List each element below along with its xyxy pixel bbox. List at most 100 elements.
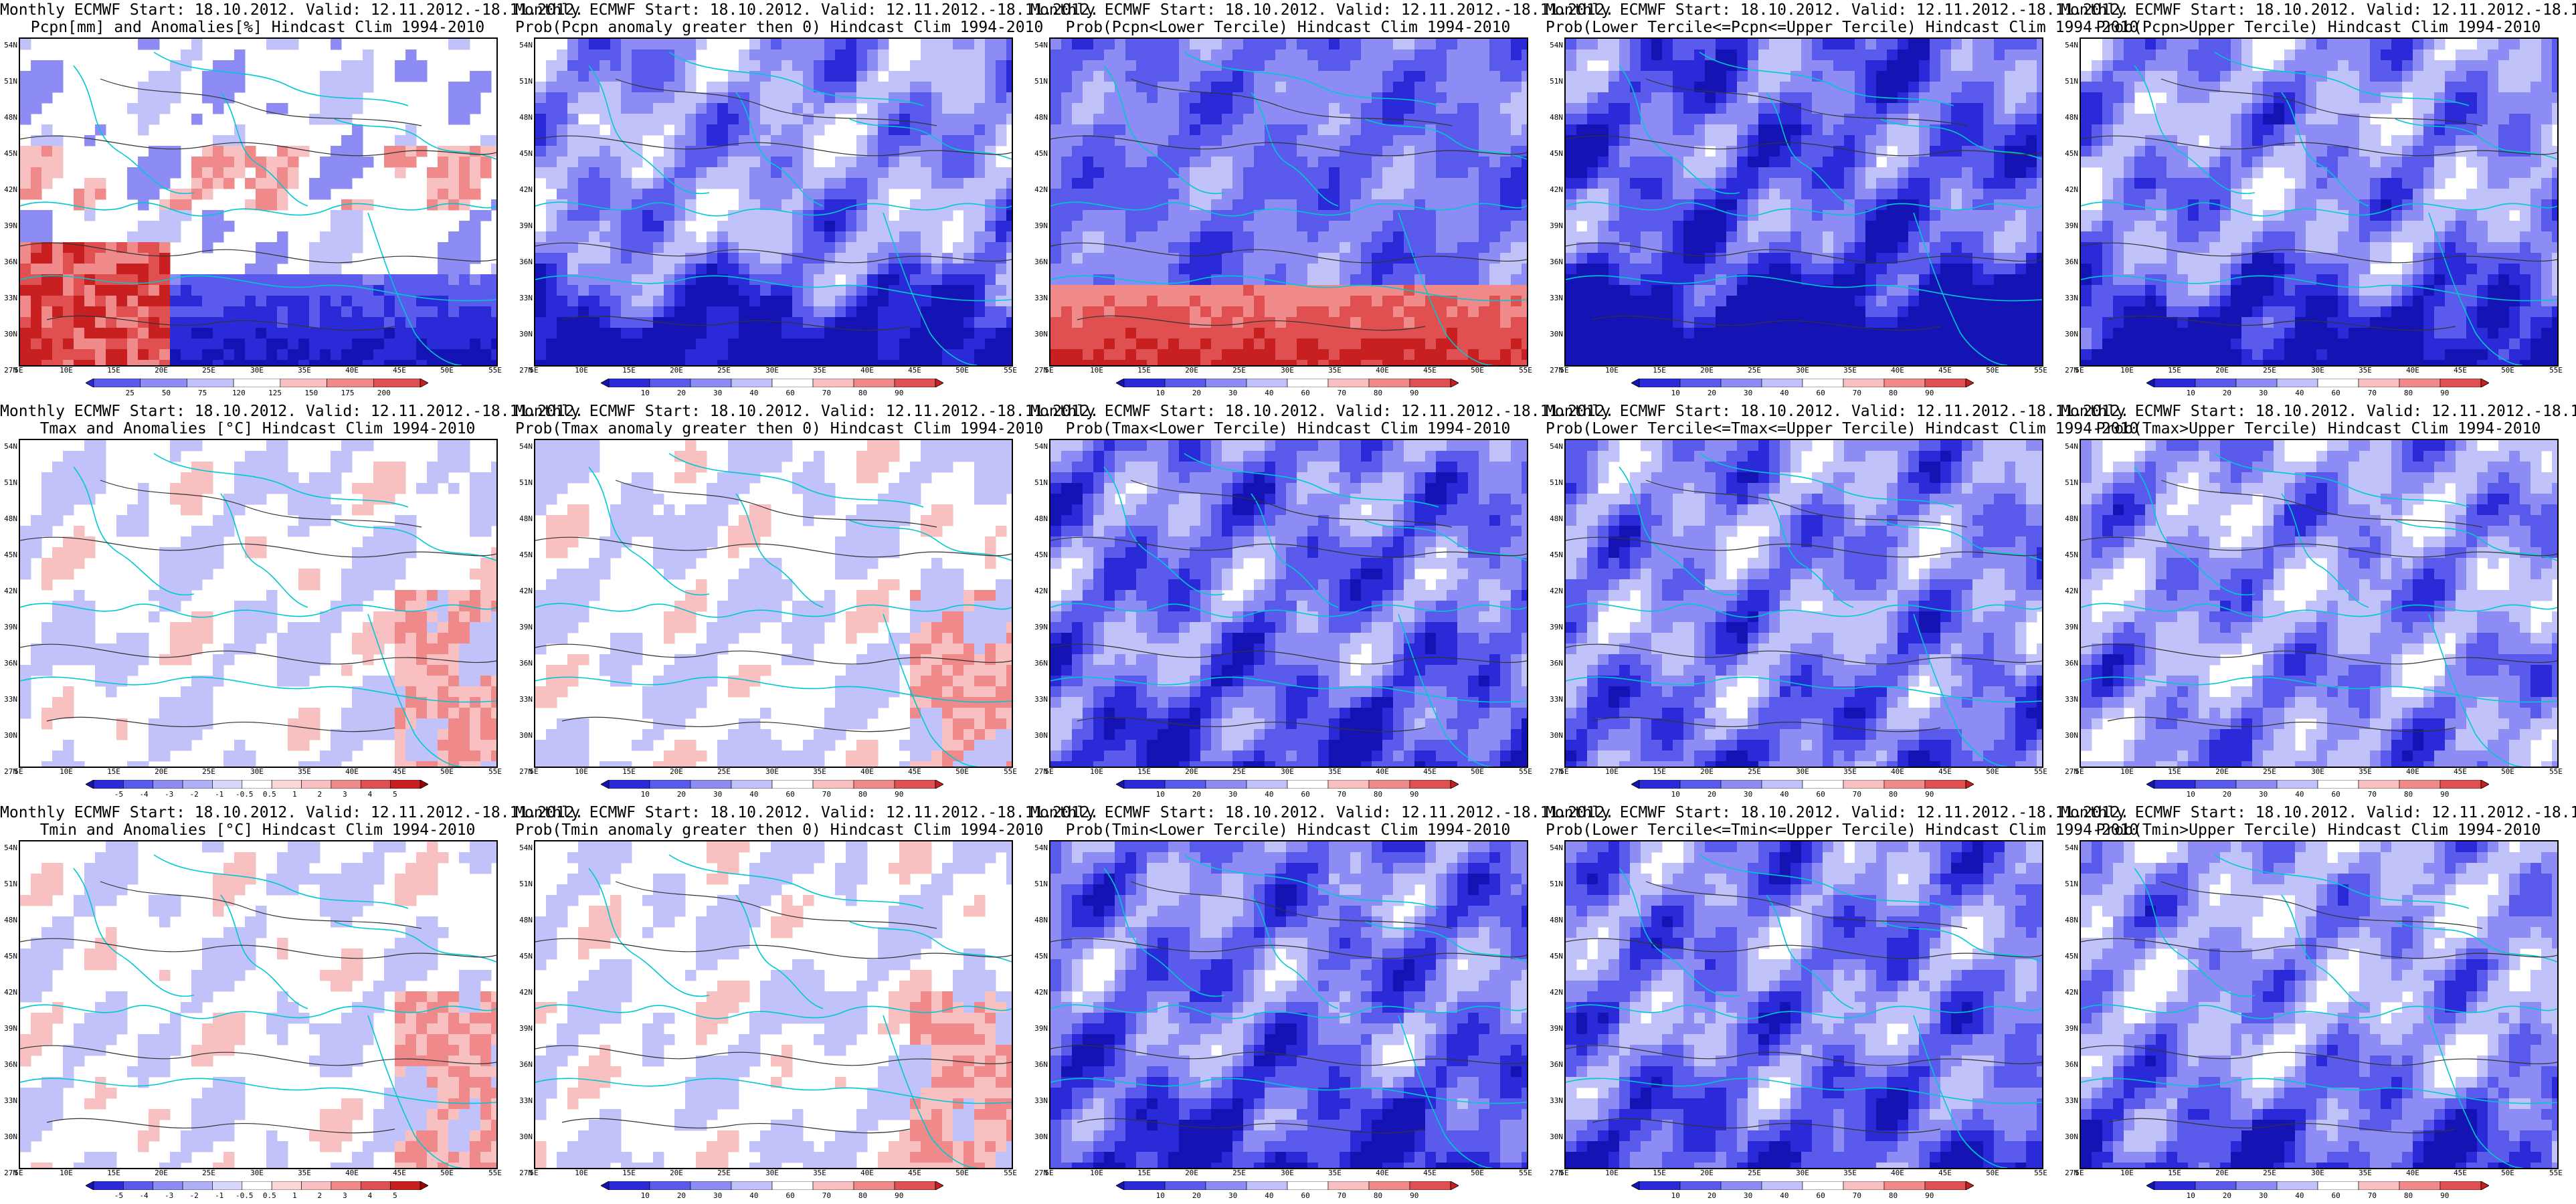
coastline-path (220, 493, 308, 608)
colorbar-tick-label: 2 (317, 790, 323, 799)
colorbar-tick-label: 60 (1301, 790, 1310, 799)
coastline-path (849, 921, 1012, 963)
map-canvas (535, 440, 1012, 767)
contour-line (2160, 78, 2483, 126)
lat-tick-label: 33N (2065, 1096, 2078, 1105)
map-field (535, 39, 1012, 365)
map-panel: Monthly ECMWF Start: 18.10.2012. Valid: … (1546, 0, 2138, 401)
contour-line (535, 536, 1012, 558)
coastline-path (1184, 854, 1439, 909)
colorbar-tick-label: 60 (2331, 1191, 2340, 1200)
lon-tick-label: 40E (1376, 767, 1389, 776)
lat-tick-label: 51N (519, 880, 533, 888)
lon-tick-label: 15E (622, 1169, 636, 1177)
colorbar-swatch (1720, 780, 1762, 789)
colorbar-swatch (1123, 780, 1166, 789)
colorbar-swatch (1843, 1181, 1885, 1190)
lat-tick-label: 54N (4, 843, 17, 852)
lon-tick-label: 35E (298, 1169, 311, 1177)
lon-tick-label: 45E (393, 1169, 406, 1177)
colorbar-low-arrow (1116, 379, 1125, 387)
coastline-path (73, 868, 195, 997)
lat-tick-label: 48N (1034, 916, 1048, 924)
contour-line (561, 1118, 911, 1134)
colorbar-high-arrow (2480, 379, 2489, 387)
colorbar-labels: 10 20 30 40 60 70 80 90 (1116, 791, 1459, 800)
panel-title-line2: Tmax and Anomalies [°C] Hindcast Clim 19… (39, 420, 476, 437)
colorbar-tick-label: 60 (2331, 389, 2340, 397)
colorbar-tick-label: 4 (367, 1191, 373, 1200)
lat-tick-label: 33N (519, 695, 533, 704)
map-field (1566, 440, 2042, 767)
lat-tick-label: 51N (2065, 478, 2078, 487)
colorbar-tick-label: 75 (198, 389, 207, 397)
lon-tick-label: 30E (1281, 767, 1294, 776)
colorbar-swatch (301, 780, 332, 789)
colorbar-tick-label: 70 (1852, 389, 1861, 397)
coastline-path (20, 1078, 496, 1104)
lat-tick-label: 39N (1034, 1024, 1048, 1033)
colorbar-swatches (86, 379, 428, 387)
lon-tick-label: 40E (345, 1169, 359, 1177)
panel-title-line1: Monthly ECMWF Start: 18.10.2012. Valid: … (0, 804, 584, 821)
colorbar-swatch (1883, 780, 1926, 789)
coastline-path (1566, 1004, 2042, 1019)
contours (535, 480, 1012, 732)
colorbar-tick-label: 10 (640, 790, 650, 799)
colorbar-tick-label: 90 (1410, 790, 1419, 799)
colorbar-swatch (327, 379, 374, 387)
colorbar-high-arrow (1965, 379, 1974, 387)
coastline-path (735, 92, 824, 207)
colorbar-tick-label: 20 (1707, 790, 1717, 799)
lat-tick-label: 36N (4, 258, 17, 266)
colorbar-tick-label: 10 (1671, 790, 1680, 799)
map-panel: Monthly ECMWF Start: 18.10.2012. Valid: … (1030, 0, 1615, 401)
map-panel: Monthly ECMWF Start: 18.10.2012. Valid: … (0, 803, 584, 1204)
panel-title-line1: Monthly ECMWF Start: 18.10.2012. Valid: … (1030, 1, 1615, 19)
colorbar-swatch (690, 1181, 732, 1190)
colorbar-labels: 10 20 30 40 60 70 80 90 (601, 791, 943, 800)
contours (2081, 78, 2557, 331)
colorbar-tick-label: 60 (786, 1191, 795, 1200)
coastline-path (1251, 493, 1339, 608)
colorbar-swatch (2317, 780, 2359, 789)
lon-tick-label: 20E (1185, 767, 1198, 776)
lon-tick-label: 15E (107, 1169, 120, 1177)
coastline-path (588, 466, 710, 596)
lat-tick-label: 36N (2065, 659, 2078, 668)
colorbar-labels: 10 20 30 40 60 70 80 90 (601, 389, 943, 399)
colorbar-swatch (853, 780, 895, 789)
panel-title-line1: Monthly ECMWF Start: 18.10.2012. Valid: … (2061, 804, 2576, 821)
contour-line (1050, 536, 1527, 558)
contours (20, 78, 496, 331)
map-area (2080, 37, 2559, 367)
map-canvas (535, 39, 1012, 365)
colorbar-swatch (2195, 1181, 2237, 1190)
lat-tick-label: 45N (4, 149, 17, 158)
lat-tick-label: 54N (4, 41, 17, 49)
colorbar-tick-label: -4 (139, 790, 149, 799)
lat-tick-label: 45N (519, 550, 533, 559)
lat-tick-label: 27N (1550, 1169, 1563, 1177)
coastline-path (588, 65, 710, 195)
lat-tick-label: 45N (519, 149, 533, 158)
lon-tick-label: 30E (2311, 1169, 2324, 1177)
coastline-path (1050, 275, 1527, 302)
coastlines (2081, 52, 2557, 365)
colorbar-swatch (853, 1181, 895, 1190)
lat-tick-label: 33N (1550, 294, 1563, 302)
colorbar-swatch (2195, 379, 2237, 387)
colorbar-swatch (894, 780, 936, 789)
contour-line (2107, 716, 2456, 732)
contour-line (1050, 643, 1527, 665)
colorbar-swatch (1164, 379, 1206, 387)
colorbar-swatch (93, 379, 141, 387)
colorbar-tick-label: -1 (215, 790, 224, 799)
colorbar-swatch (731, 780, 773, 789)
colorbar-swatch (1883, 379, 1926, 387)
colorbar-high-arrow (420, 1181, 428, 1190)
lat-tick-label: 51N (4, 478, 17, 487)
lat-tick-label: 36N (519, 258, 533, 266)
lon-tick-label: 5E (529, 1169, 539, 1177)
colorbar-tick-label: 10 (640, 1191, 650, 1200)
